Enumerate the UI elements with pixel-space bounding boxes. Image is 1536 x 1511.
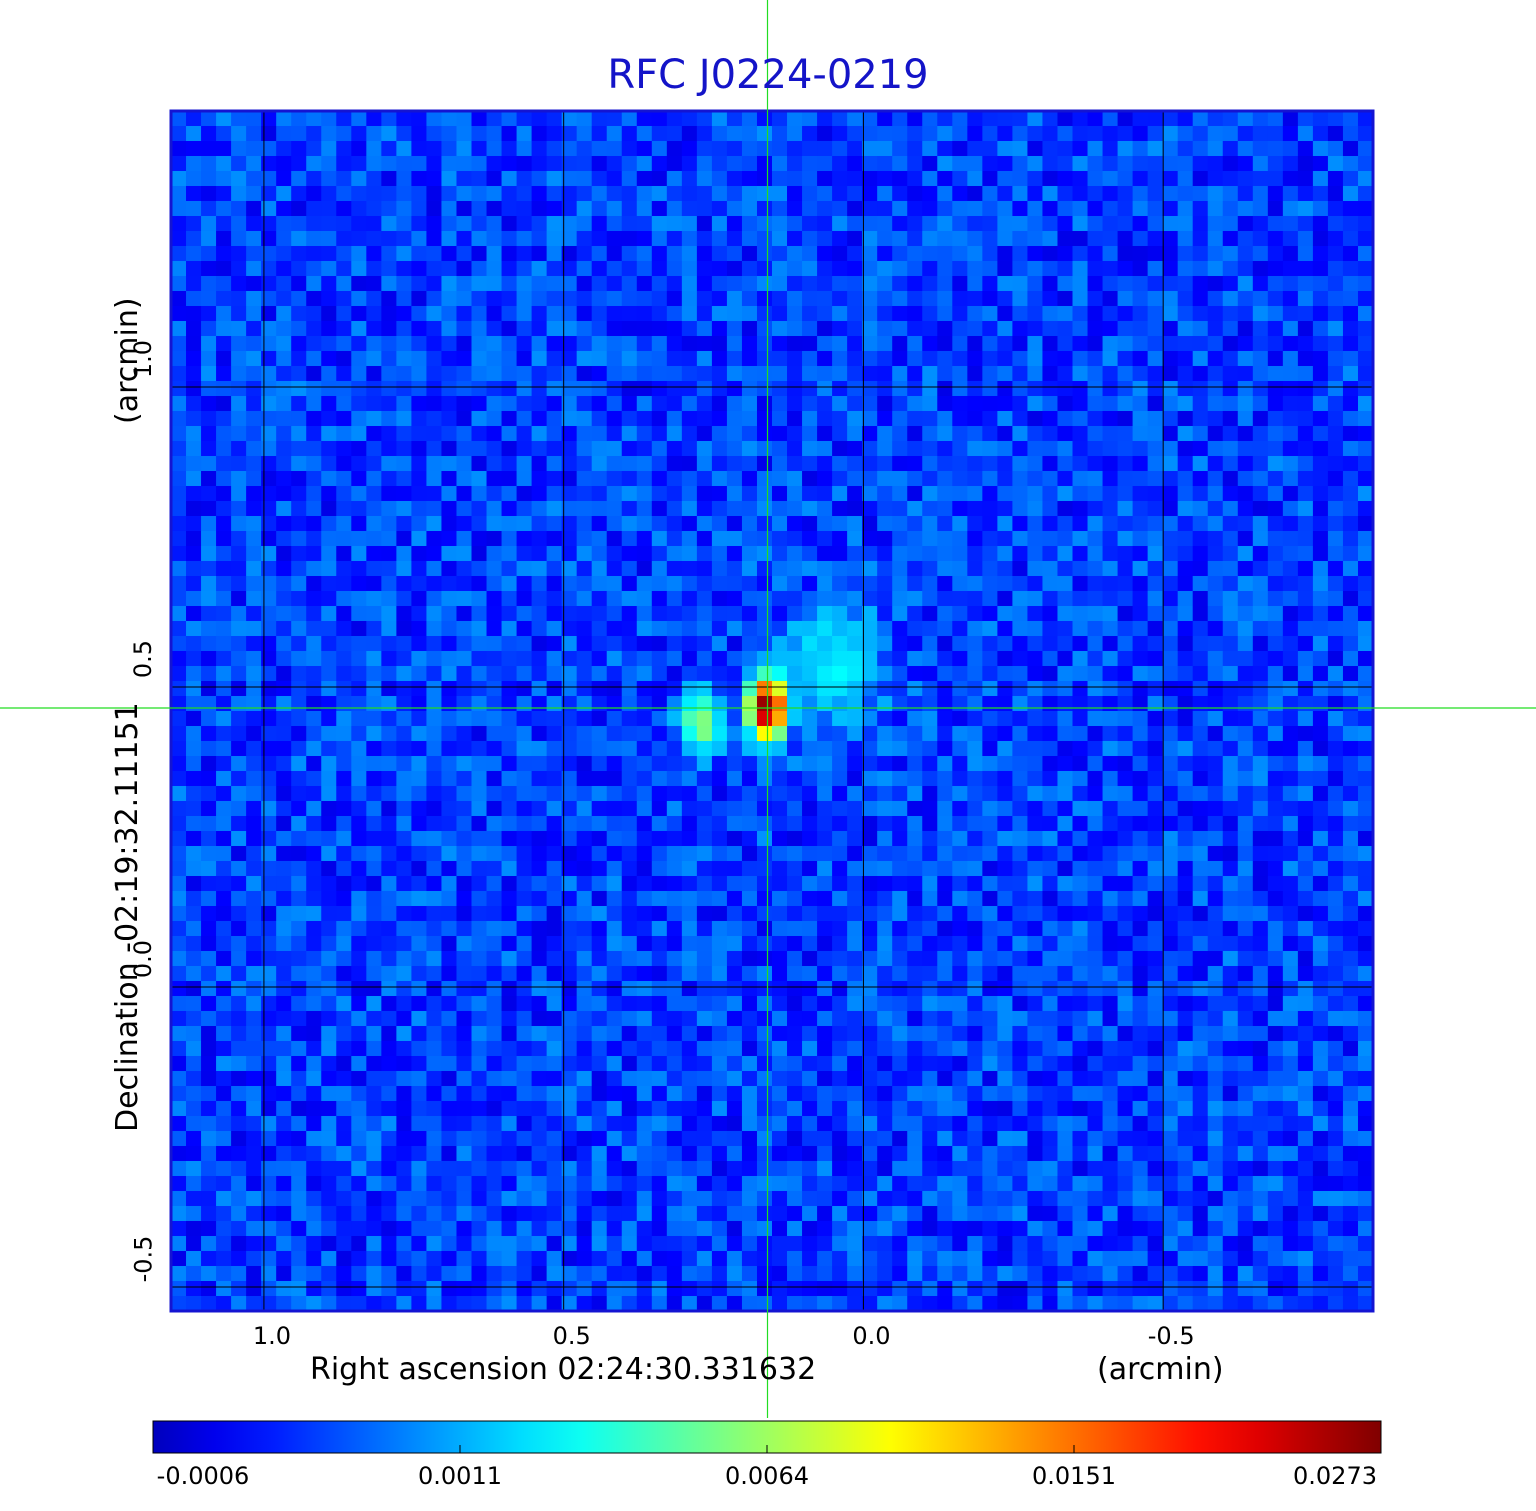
x-axis-unit: (arcmin) xyxy=(1097,1352,1224,1387)
colorbar-tick-label: 0.0151 xyxy=(1032,1462,1116,1490)
x-tick-label: 0.0 xyxy=(852,1322,891,1350)
colorbar-tick-label: 0.0064 xyxy=(725,1462,809,1490)
image-pixels xyxy=(171,111,1374,1312)
x-tick-label: -0.5 xyxy=(1147,1322,1195,1350)
y-tick-label: 0.5 xyxy=(129,639,158,679)
x-axis-label: Right ascension 02:24:30.331632 xyxy=(310,1352,817,1387)
grid-lines xyxy=(171,111,1373,1311)
colorbar xyxy=(152,1420,1382,1454)
colorbar-tick-label: 0.0011 xyxy=(418,1462,502,1490)
y-axis-unit: (arcmin) xyxy=(110,297,145,424)
plot-frame xyxy=(169,109,1375,1313)
x-tick-label: 1.0 xyxy=(252,1322,292,1350)
crosshair xyxy=(0,0,1536,1418)
y-tick-label: -0.5 xyxy=(128,1235,157,1283)
x-tick-label: 0.5 xyxy=(552,1322,591,1350)
chart-title: RFC J0224-0219 xyxy=(607,52,929,98)
colorbar-tick-label: 0.0273 xyxy=(1293,1462,1377,1490)
y-axis-label: Declination -02:19:32.11151 xyxy=(110,702,145,1132)
colorbar-tick-label: -0.0006 xyxy=(156,1462,250,1490)
